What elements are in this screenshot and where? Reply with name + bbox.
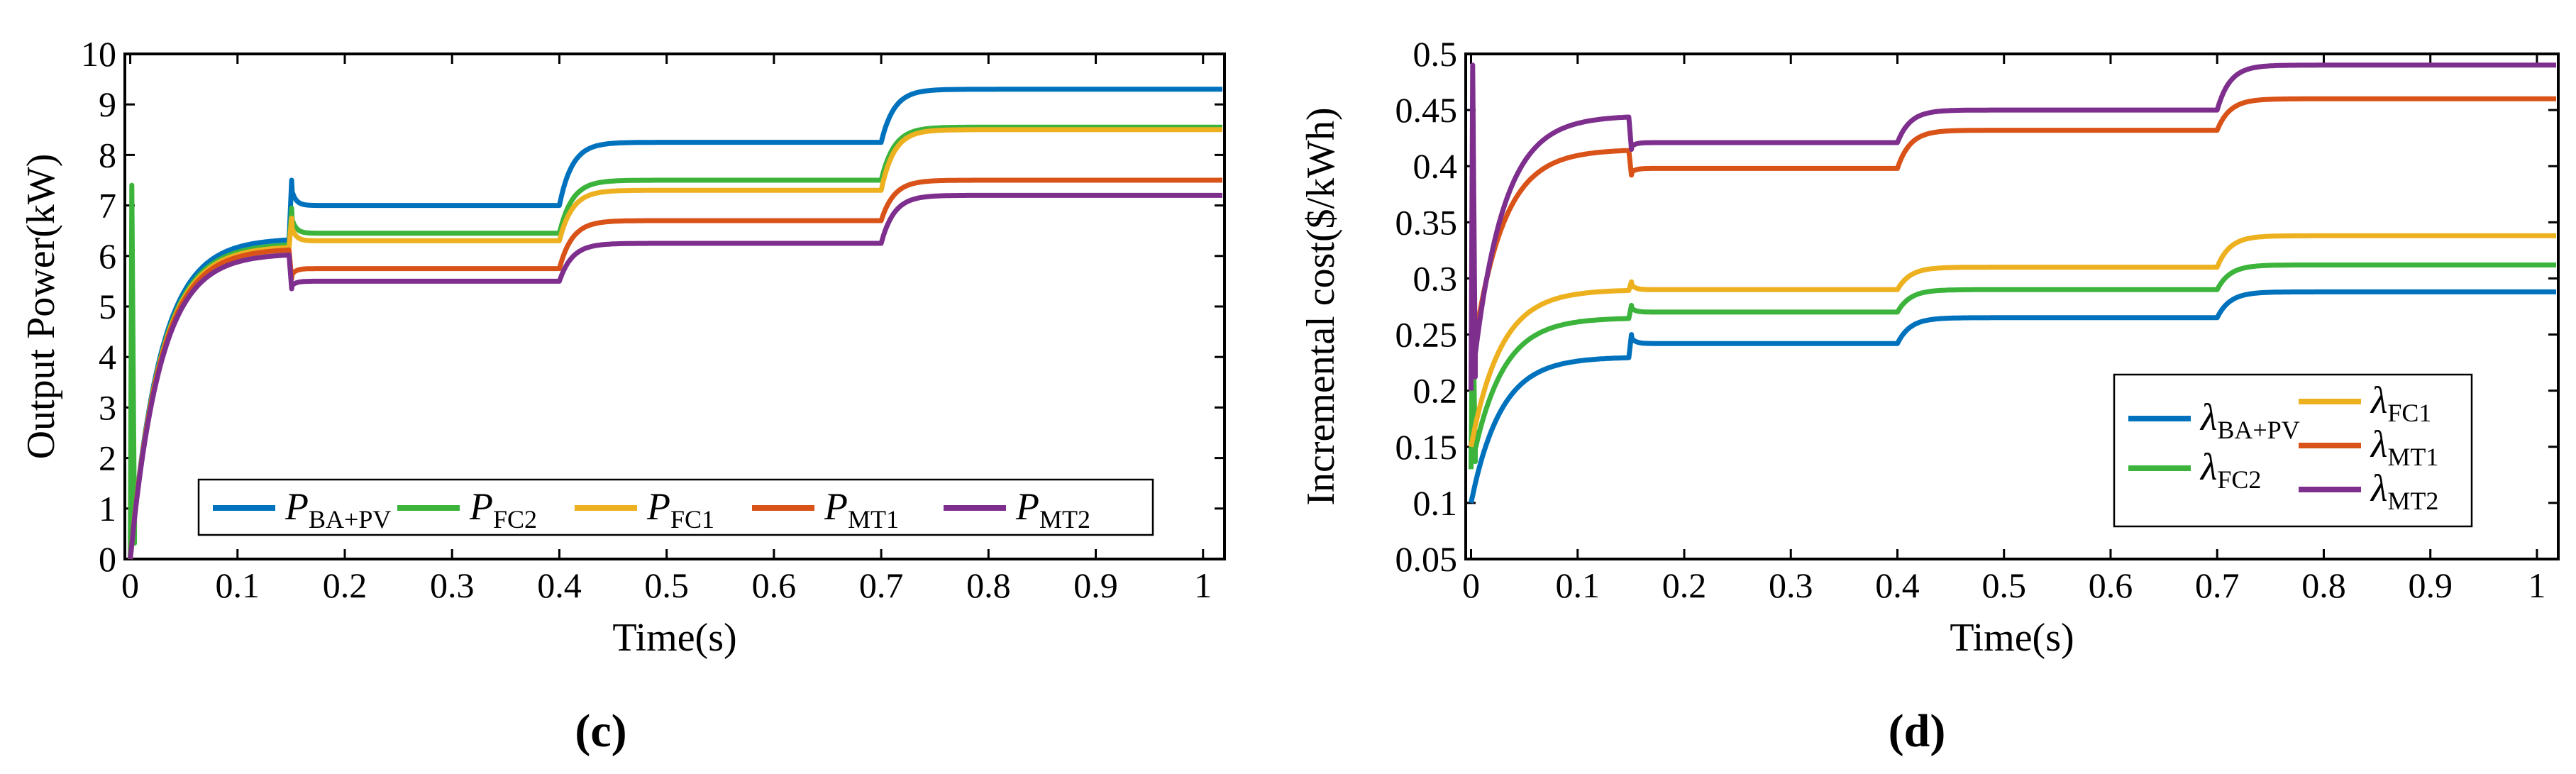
legend-c-entry: PMT2: [1015, 485, 1090, 533]
plot-c-ylabel: Output Power(kW): [19, 154, 63, 460]
plot-c-xtick-label: 0.7: [859, 565, 904, 605]
plot-d-ytick-label: 0.5: [1413, 34, 1458, 74]
plot-c-ytick-label: 0: [99, 539, 116, 579]
plot-c-ytick-label: 2: [99, 438, 116, 478]
plot-d-ytick-label: 0.05: [1395, 539, 1458, 579]
plot-c-xtick-label: 0.8: [966, 565, 1011, 605]
plot-d-series-mt1-line: [1469, 96, 2557, 369]
legend-d-entry: λMT2: [2370, 467, 2438, 515]
caption-c: (c): [575, 705, 626, 757]
plot-d-xtick-label: 0: [1462, 565, 1480, 605]
plot-c-xtick-label: 0.4: [537, 565, 582, 605]
plot-c-ytick-label: 5: [99, 287, 116, 326]
legend-d-entry: λFC1: [2370, 379, 2431, 427]
legend-d-entry: λFC2: [2199, 446, 2261, 494]
plot-d-ticks: 0 0.1 0.2 0.3 0.4 0.5 0.6 0.7 0.8 0.9 1 0.05 0.1 0.15…: [1395, 34, 2558, 605]
plot-c-ytick-label: 9: [99, 84, 116, 124]
plot-c-xtick-label: 0.3: [430, 565, 475, 605]
plot-c-xtick-label: 0.2: [323, 565, 367, 605]
caption-d: (d): [1889, 705, 1946, 757]
plot-c-series-lines: [128, 87, 1223, 560]
plot-c-ytick-label: 7: [99, 186, 116, 226]
plot-d-xtick-label: 0.2: [1662, 565, 1707, 605]
plot-d-xtick-label: 0.8: [2301, 565, 2346, 605]
plot-c-xtick-label: 0.6: [752, 565, 797, 605]
plot-d-xtick-label: 0.9: [2408, 565, 2453, 605]
plot-c-legend: PBA+PV PFC2 PFC1 PMT1 PMT2: [197, 478, 1154, 536]
plot-d-ytick-label: 0.3: [1413, 258, 1458, 298]
plot-d-ytick-label: 0.35: [1395, 202, 1458, 242]
plot-c-axes-frame: [123, 52, 1226, 560]
plot-c-ytick-label: 8: [99, 135, 116, 175]
legend-d-entry: λBA+PV: [2199, 396, 2300, 444]
plot-c-xtick-label: 1: [1194, 565, 1212, 605]
legend-d-entry: λMT1: [2370, 423, 2438, 471]
legend-c-entry: PFC2: [469, 485, 537, 533]
plot-c-xtick-label: 0.1: [216, 565, 260, 605]
plot-d-series-fc1-line: [1469, 233, 2557, 448]
plot-c-ytick-label: 10: [81, 34, 116, 74]
plot-c-ytick-label: 3: [99, 387, 116, 427]
plot-d-xtick-label: 0.4: [1875, 565, 1920, 605]
plot-c-series-fc2-line: [128, 124, 1223, 560]
plot-c-ticks: 0 0.1 0.2 0.3 0.4 0.5 0.6 0.7 0.8 0.9 101234567891…: [81, 34, 1225, 605]
plot-d-ytick-label: 0.25: [1395, 315, 1458, 355]
plot-d-ytick-label: 0.1: [1413, 483, 1458, 523]
plot-d-xlabel: Time(s): [1950, 616, 2074, 660]
legend-c-entry: PFC1: [646, 485, 714, 533]
plot-d-xtick-label: 0.1: [1556, 565, 1601, 605]
plot-d-ytick-label: 0.2: [1413, 371, 1458, 411]
plot-c-xlabel: Time(s): [612, 616, 736, 660]
legend-d-box: [2113, 373, 2473, 528]
plot-c-series-mt1-line: [128, 177, 1223, 560]
plot-c-ytick-label: 4: [99, 337, 116, 377]
plot-d-xtick-label: 0.6: [2089, 565, 2133, 605]
plot-d-xtick-label: 0.7: [2195, 565, 2240, 605]
plot-c-xtick-label: 0.5: [644, 565, 689, 605]
plot-c-ytick-label: 6: [99, 236, 116, 276]
plot-d-xtick-label: 0.3: [1769, 565, 1813, 605]
plot-d-series-mt2-line: [1469, 62, 2557, 391]
plot-d-ylabel: Incremental cost($/kWh): [1299, 107, 1343, 505]
plot-d-xtick-label: 0.5: [1981, 565, 2026, 605]
panel-d-incremental-cost-chart: 0 0.1 0.2 0.3 0.4 0.5 0.6 0.7 0.8 0.9 1 0.05 0.1 0.15…: [1299, 34, 2560, 757]
plot-c-series-mt2-line: [128, 192, 1223, 560]
legend-c-entry: PBA+PV: [284, 485, 391, 533]
plot-c-ytick-label: 1: [99, 489, 116, 529]
plot-d-ytick-label: 0.45: [1395, 90, 1458, 130]
plot-d-series-lines: [1469, 62, 2557, 504]
plot-d-series-fc2-line: [1469, 262, 2557, 470]
plot-d-ytick-label: 0.15: [1395, 427, 1458, 467]
plot-c-xtick-label: 0: [121, 565, 139, 605]
legend-c-entry: PMT1: [824, 485, 899, 533]
plot-c-series-ba-pv-line: [128, 87, 1223, 560]
plot-c-series-fc1-line: [128, 127, 1223, 560]
plot-d-series-ba-pv-line: [1469, 289, 2557, 504]
panel-c-output-power-chart: 0 0.1 0.2 0.3 0.4 0.5 0.6 0.7 0.8 0.9 101234567891…: [19, 34, 1226, 757]
plot-c-xtick-label: 0.9: [1073, 565, 1118, 605]
plot-d-xtick-label: 1: [2528, 565, 2545, 605]
plot-d-ytick-label: 0.4: [1413, 146, 1458, 186]
